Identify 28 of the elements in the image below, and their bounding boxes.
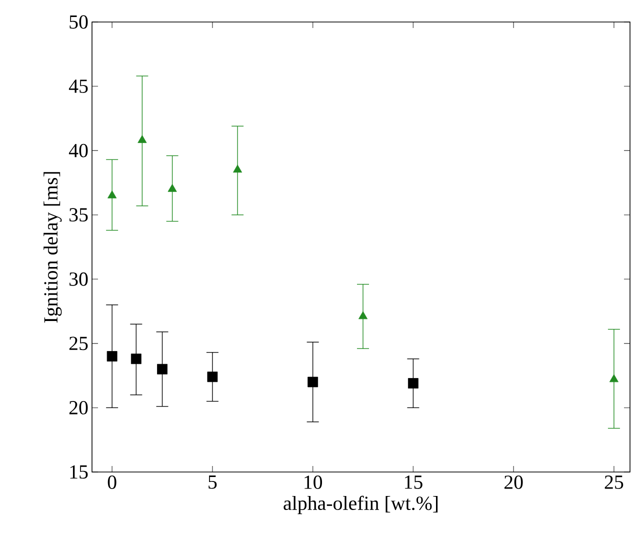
x-tick-label: 25 [604, 476, 624, 489]
x-tick-label: 5 [208, 476, 217, 489]
point [358, 311, 368, 320]
point [157, 364, 168, 374]
x-tick-label: 10 [304, 476, 322, 489]
point [168, 184, 177, 192]
x-axis-title: alpha-olefin [wt.%] [284, 496, 438, 514]
point [233, 164, 242, 173]
point [138, 135, 147, 143]
y-tick-label: 25 [69, 336, 88, 350]
point [108, 190, 117, 198]
y-tick-label: 20 [69, 400, 88, 414]
y-tick-label: 15 [70, 465, 88, 479]
y-tick-label: 30 [70, 272, 88, 286]
point [207, 372, 218, 382]
y-axis-title: Ignition delay [ms] [44, 172, 62, 323]
point [408, 378, 418, 388]
point [130, 354, 142, 364]
point [308, 376, 318, 388]
y-tick-label: 40 [68, 144, 88, 158]
y-tick-label: 45 [68, 80, 88, 93]
x-tick-label: 20 [504, 476, 523, 489]
point [106, 351, 118, 362]
x-tick-label: 0 [108, 476, 116, 489]
y-tick-label: 50 [70, 15, 88, 29]
point [609, 374, 618, 382]
y-tick-label: 35 [70, 208, 88, 222]
x-tick-label: 15 [404, 476, 422, 489]
